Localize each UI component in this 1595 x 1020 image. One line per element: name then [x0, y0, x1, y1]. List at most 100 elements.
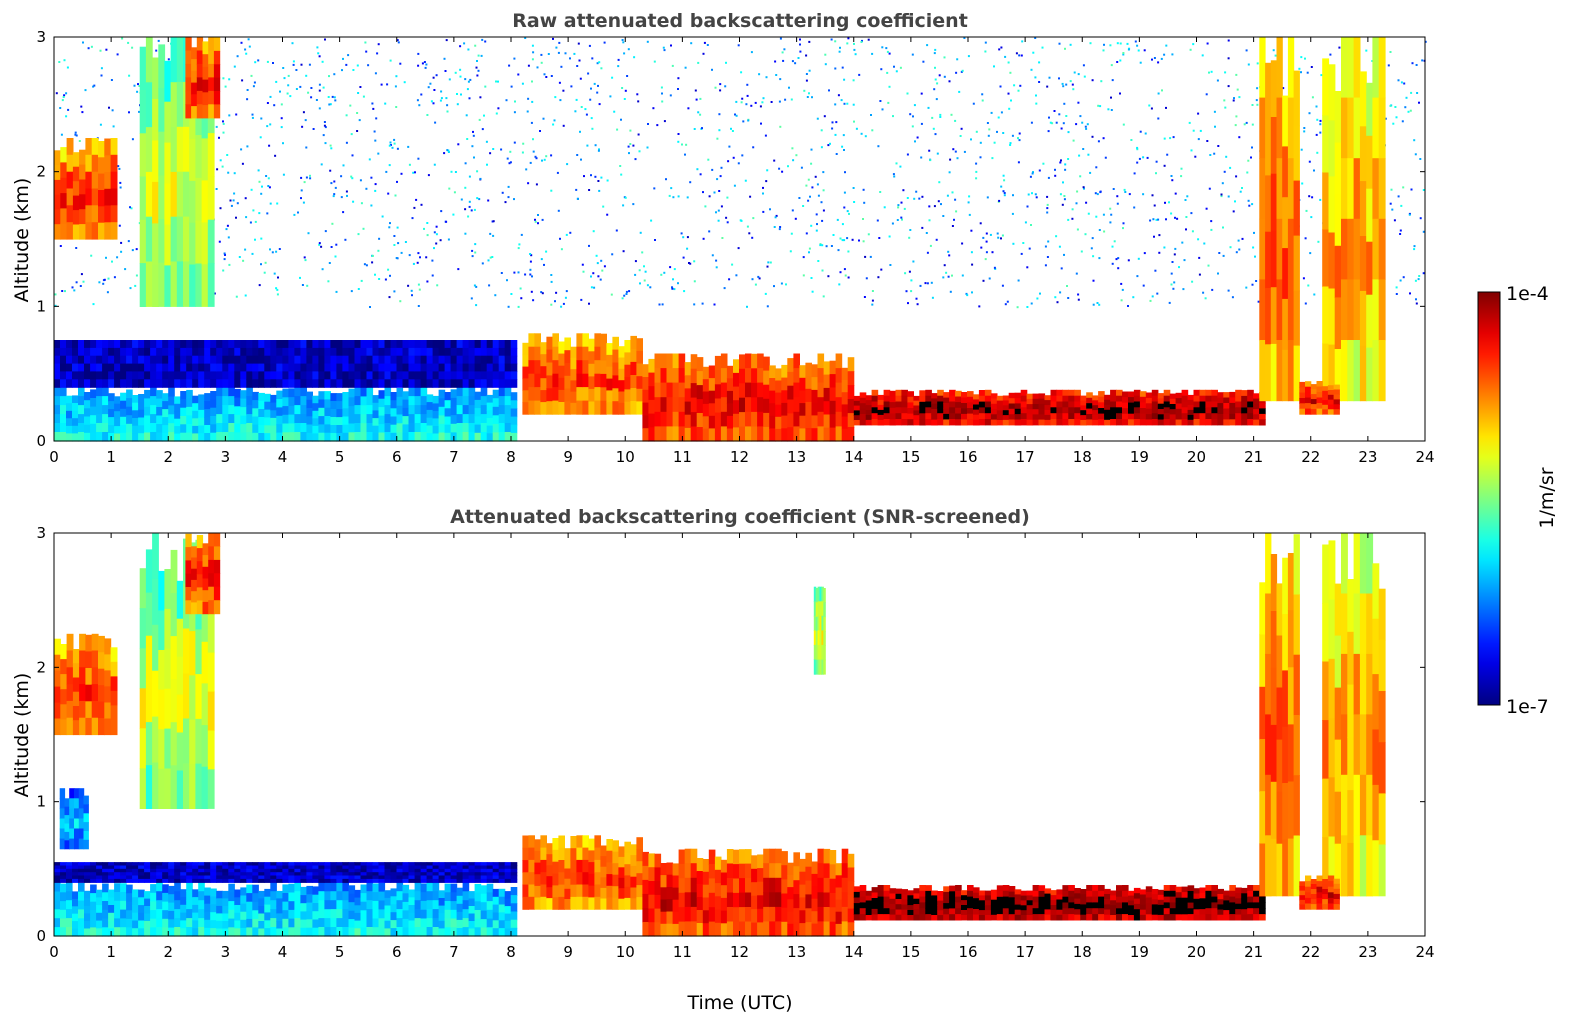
heatmap-cell — [763, 412, 770, 428]
noise-pixel — [1247, 159, 1250, 162]
heatmap-cell — [66, 418, 73, 427]
heatmap-cell — [1265, 119, 1272, 176]
noise-pixel — [1111, 262, 1114, 265]
heatmap-cell — [78, 878, 85, 883]
noise-pixel — [737, 162, 740, 165]
heatmap-cell — [384, 379, 392, 388]
heatmap-cell — [132, 347, 139, 357]
heatmap-cell — [264, 872, 271, 877]
heatmap-cell — [288, 878, 295, 883]
heatmap-cell — [91, 171, 99, 190]
heatmap-cell — [504, 891, 512, 900]
heatmap-cell — [444, 424, 452, 434]
heatmap-cell — [222, 913, 229, 922]
noise-pixel — [805, 79, 808, 82]
noise-pixel — [590, 174, 592, 177]
heatmap-cell — [282, 918, 289, 928]
noise-pixel — [287, 84, 290, 87]
heatmap-cell — [84, 878, 91, 883]
noise-pixel — [520, 233, 523, 236]
heatmap-cell — [78, 414, 85, 424]
heatmap-cell — [162, 393, 169, 402]
heatmap-cell — [150, 396, 157, 406]
heatmap-cell — [1334, 297, 1342, 350]
noise-pixel — [877, 276, 880, 279]
noise-pixel — [564, 296, 567, 299]
heatmap-cell — [618, 402, 625, 415]
noise-pixel — [663, 271, 666, 274]
heatmap-cell — [384, 878, 392, 883]
heatmap-cell — [198, 371, 205, 380]
heatmap-cell — [108, 417, 115, 426]
noise-pixel — [942, 276, 945, 279]
heatmap-cell — [961, 419, 968, 426]
noise-pixel — [1069, 80, 1072, 83]
heatmap-cell — [312, 886, 319, 896]
heatmap-cell — [390, 392, 398, 401]
heatmap-cell — [96, 363, 103, 373]
heatmap-cell — [207, 176, 215, 221]
heatmap-cell — [180, 391, 187, 400]
heatmap-cell — [1086, 397, 1093, 404]
heatmap-cell — [468, 347, 476, 357]
noise-pixel — [928, 149, 931, 152]
noise-pixel — [443, 152, 446, 155]
noise-pixel — [928, 219, 931, 222]
heatmap-cell — [558, 402, 565, 415]
heatmap-cell — [234, 371, 241, 380]
heatmap-cell — [354, 432, 362, 442]
heatmap-cell — [228, 909, 235, 920]
heatmap-cell — [132, 355, 139, 365]
noise-pixel — [622, 204, 625, 207]
heatmap-cell — [282, 868, 289, 873]
heatmap-cell — [85, 222, 93, 240]
heatmap-cell — [751, 411, 758, 427]
heatmap-cell — [943, 408, 950, 415]
heatmap-cell — [1322, 404, 1329, 410]
noise-pixel — [78, 140, 81, 142]
heatmap-cell — [456, 405, 464, 415]
noise-pixel — [373, 130, 376, 133]
heatmap-cell — [176, 216, 184, 263]
noise-pixel — [839, 237, 842, 240]
heatmap-cell — [132, 410, 139, 419]
noise-pixel — [1149, 299, 1152, 302]
heatmap-cell — [354, 414, 362, 424]
heatmap-cell — [1223, 413, 1230, 420]
heatmap-cell — [990, 398, 998, 405]
heatmap-cell — [84, 905, 91, 914]
noise-pixel — [958, 90, 961, 93]
noise-pixel — [335, 243, 338, 246]
heatmap-cell — [126, 893, 133, 903]
heatmap-cell — [258, 409, 265, 418]
heatmap-cell — [678, 411, 686, 427]
heatmap-cell — [162, 892, 169, 903]
heatmap-cell — [342, 868, 349, 873]
heatmap-cell — [276, 424, 283, 434]
heatmap-cell — [372, 875, 380, 880]
heatmap-cell — [1014, 398, 1022, 405]
noise-pixel — [350, 175, 353, 178]
noise-pixel — [985, 240, 988, 243]
noise-pixel — [942, 215, 945, 217]
heatmap-cell — [1068, 413, 1075, 420]
noise-pixel — [891, 222, 894, 225]
noise-pixel — [491, 220, 494, 223]
heatmap-cell — [390, 424, 398, 434]
heatmap-cell — [1145, 419, 1153, 426]
noise-pixel — [908, 236, 911, 239]
noise-pixel — [922, 60, 925, 63]
noise-pixel — [931, 296, 934, 299]
noise-pixel — [253, 81, 256, 84]
noise-pixel — [885, 47, 888, 50]
heatmap-cell — [144, 340, 151, 349]
noise-pixel — [715, 266, 718, 269]
heatmap-cell — [1259, 413, 1266, 420]
heatmap-cell — [156, 432, 163, 442]
heatmap-cell — [474, 432, 482, 442]
heatmap-cell — [222, 363, 229, 373]
noise-pixel — [695, 98, 698, 101]
noise-pixel — [407, 145, 410, 148]
noise-pixel — [93, 84, 96, 87]
noise-pixel — [1148, 104, 1151, 107]
